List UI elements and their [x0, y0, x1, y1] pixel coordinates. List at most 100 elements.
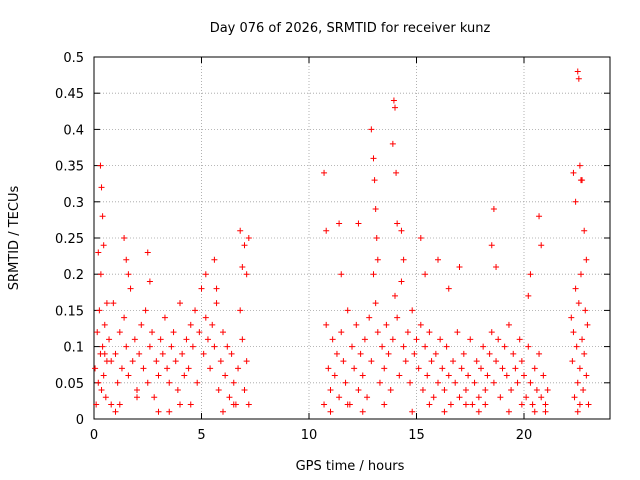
data-point — [376, 379, 383, 386]
data-point — [456, 394, 463, 401]
data-point — [508, 387, 515, 394]
data-point — [396, 372, 403, 379]
data-point — [123, 256, 130, 263]
data-point — [480, 343, 487, 350]
y-tick-label: 0.15 — [55, 304, 84, 319]
data-point — [573, 343, 580, 350]
data-point — [512, 365, 519, 372]
data-points — [92, 68, 592, 415]
data-point — [426, 329, 433, 336]
data-point — [428, 358, 435, 365]
data-point — [134, 387, 140, 394]
data-point — [381, 401, 388, 408]
y-tick-label: 0.4 — [63, 123, 84, 138]
y-tick-label: 0.25 — [55, 232, 84, 247]
data-point — [523, 394, 530, 401]
data-point — [372, 206, 379, 213]
data-point — [114, 379, 121, 386]
data-point — [202, 271, 209, 278]
data-point — [407, 379, 414, 386]
data-point — [142, 307, 149, 314]
data-point — [140, 365, 147, 372]
data-point — [510, 350, 517, 357]
data-point — [571, 394, 578, 401]
data-point — [95, 379, 102, 386]
data-point — [106, 336, 113, 343]
data-point — [245, 235, 252, 241]
data-point — [447, 401, 454, 408]
data-point — [435, 379, 441, 386]
grid-lines — [94, 57, 610, 419]
data-point — [215, 387, 222, 394]
data-point — [187, 321, 194, 328]
data-point — [424, 372, 431, 379]
data-point — [583, 372, 590, 379]
data-point — [170, 329, 177, 336]
data-point — [331, 372, 338, 379]
data-point — [166, 408, 173, 415]
data-point — [488, 242, 495, 249]
data-point — [159, 350, 166, 357]
data-point — [450, 358, 457, 365]
data-point — [198, 285, 205, 292]
data-point — [490, 206, 497, 213]
x-tick-label: 0 — [90, 428, 98, 443]
y-tick-label: 0.45 — [55, 87, 84, 102]
data-point — [228, 350, 235, 357]
data-point — [226, 394, 233, 401]
y-tick-label: 0.2 — [63, 268, 84, 283]
data-point — [164, 365, 171, 372]
data-point — [333, 350, 340, 357]
data-point — [404, 329, 411, 336]
data-point — [402, 358, 409, 365]
data-point — [443, 343, 450, 350]
data-point — [575, 75, 582, 82]
data-point — [174, 387, 181, 394]
data-point — [531, 408, 538, 415]
data-point — [583, 256, 590, 263]
data-point — [368, 126, 375, 133]
data-point — [465, 372, 472, 379]
data-point — [241, 242, 248, 249]
data-point — [540, 372, 547, 379]
data-point — [373, 235, 380, 241]
data-point — [220, 329, 226, 336]
data-point — [389, 336, 396, 343]
data-point — [161, 314, 168, 321]
data-point — [574, 68, 581, 75]
data-point — [204, 336, 211, 343]
data-point — [102, 394, 109, 401]
data-point — [155, 372, 162, 379]
data-point — [213, 300, 220, 307]
data-point — [432, 350, 439, 357]
data-point — [400, 256, 407, 263]
data-point — [572, 198, 579, 205]
data-point — [97, 162, 104, 169]
data-point — [493, 263, 500, 270]
data-point — [475, 394, 482, 401]
data-point — [230, 379, 237, 386]
data-point — [441, 408, 448, 415]
data-point — [381, 365, 388, 372]
data-point — [213, 285, 220, 292]
data-point — [574, 408, 581, 415]
data-point — [409, 307, 416, 314]
data-point — [342, 379, 349, 386]
data-point — [584, 321, 591, 328]
data-point — [209, 321, 216, 328]
data-point — [127, 285, 134, 292]
data-point — [379, 343, 386, 350]
data-point — [353, 321, 360, 328]
data-point — [131, 336, 138, 343]
data-point — [224, 343, 231, 350]
data-point — [172, 358, 179, 365]
data-point — [329, 336, 336, 343]
data-point — [157, 336, 164, 343]
data-point — [370, 155, 377, 162]
data-point — [544, 387, 551, 394]
data-point — [146, 343, 153, 350]
data-point — [415, 365, 422, 372]
data-point — [220, 408, 226, 415]
data-point — [469, 401, 476, 408]
data-point — [355, 220, 362, 227]
